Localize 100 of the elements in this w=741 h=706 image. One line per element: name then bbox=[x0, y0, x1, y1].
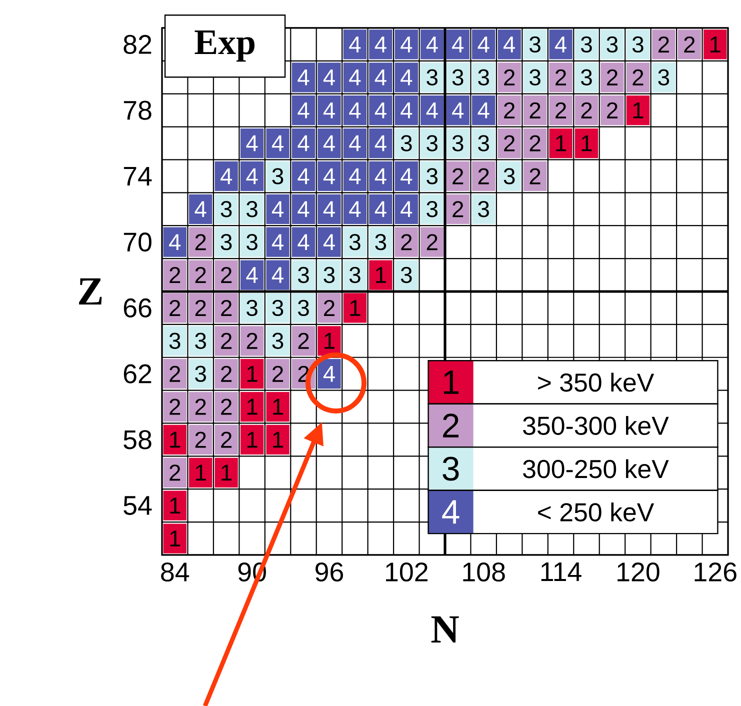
data-label: 4 bbox=[323, 70, 335, 86]
annotation: 4 bbox=[442, 500, 460, 524]
y-tick-label: 74 bbox=[124, 166, 152, 186]
data-label: 2 bbox=[170, 267, 180, 284]
data-label: 3 bbox=[169, 332, 180, 349]
data-label: 2 bbox=[221, 267, 232, 284]
data-label: 4 bbox=[374, 168, 386, 184]
data-label: 3 bbox=[400, 266, 412, 284]
data-label: 2 bbox=[632, 69, 644, 86]
data-label: 1 bbox=[710, 36, 720, 52]
x-tick-label: 108 bbox=[463, 562, 505, 582]
data-label: 4 bbox=[400, 201, 412, 218]
data-label: 3 bbox=[452, 135, 464, 152]
data-label: 2 bbox=[324, 300, 334, 316]
data-label: 4 bbox=[298, 201, 310, 218]
data-label: 1 bbox=[247, 398, 258, 415]
data-label: 2 bbox=[170, 300, 180, 316]
data-label: 3 bbox=[426, 135, 438, 152]
data-label: 3 bbox=[658, 69, 670, 86]
data-label: 2 bbox=[530, 135, 540, 152]
data-label: 1 bbox=[376, 267, 386, 283]
data-label: 3 bbox=[606, 36, 618, 53]
data-label: 3 bbox=[246, 201, 258, 218]
data-label: 4 bbox=[272, 267, 284, 283]
data-label: 4 bbox=[298, 234, 310, 250]
data-label: 4 bbox=[452, 102, 464, 118]
y-axis-title: Z bbox=[79, 278, 102, 305]
data-label: 2 bbox=[452, 168, 464, 184]
data-label: 2 bbox=[684, 36, 695, 52]
data-label: 3 bbox=[324, 266, 335, 284]
data-label: 3 bbox=[478, 201, 489, 218]
data-label: 4 bbox=[426, 102, 438, 118]
data-label: 3 bbox=[632, 36, 644, 53]
data-label: 4 bbox=[323, 102, 335, 118]
data-label: 4 bbox=[349, 36, 361, 52]
data-label: 4 bbox=[298, 70, 310, 86]
data-label: 2 bbox=[530, 168, 540, 184]
data-label: 2 bbox=[607, 69, 618, 86]
data-label: 4 bbox=[374, 201, 386, 218]
annotation: > 350 keV bbox=[538, 372, 654, 392]
data-label: 2 bbox=[221, 398, 232, 415]
annotation: Exp bbox=[194, 30, 254, 62]
data-label: 4 bbox=[400, 70, 412, 86]
data-label: 4 bbox=[220, 168, 232, 184]
data-label: 4 bbox=[323, 234, 335, 250]
data-label: 2 bbox=[195, 234, 206, 250]
data-label: 3 bbox=[452, 69, 464, 86]
data-label: 2 bbox=[581, 102, 592, 118]
data-label: 2 bbox=[658, 36, 669, 52]
data-label: 3 bbox=[195, 366, 206, 382]
data-label: 3 bbox=[426, 201, 438, 218]
data-label: 1 bbox=[170, 498, 180, 514]
data-label: 2 bbox=[221, 432, 232, 448]
data-label: 4 bbox=[246, 135, 258, 152]
x-tick-label: 84 bbox=[161, 562, 190, 582]
data-label: 4 bbox=[194, 201, 206, 218]
data-label: 2 bbox=[556, 102, 566, 118]
data-label: 2 bbox=[195, 398, 206, 415]
data-label: 3 bbox=[375, 234, 386, 250]
data-label: 2 bbox=[607, 102, 618, 118]
data-label: 3 bbox=[246, 300, 258, 316]
data-label: 4 bbox=[349, 168, 361, 184]
data-label: 4 bbox=[323, 201, 335, 218]
data-label: 4 bbox=[374, 135, 386, 152]
data-label: 1 bbox=[350, 300, 360, 316]
data-label: 4 bbox=[349, 102, 361, 118]
data-label: 2 bbox=[195, 267, 206, 284]
data-label: 2 bbox=[195, 300, 206, 316]
x-tick-label: 114 bbox=[541, 562, 582, 582]
data-label: 4 bbox=[478, 102, 490, 118]
data-label: 1 bbox=[582, 135, 592, 152]
data-label: 3 bbox=[298, 300, 309, 316]
data-label: 4 bbox=[246, 267, 258, 283]
data-label: 4 bbox=[298, 102, 310, 118]
data-label: 1 bbox=[170, 432, 180, 448]
data-label: 3 bbox=[478, 69, 489, 86]
y-tick-label: 54 bbox=[124, 496, 152, 515]
annotation: 300-250 keV bbox=[523, 459, 669, 478]
data-label: 1 bbox=[222, 464, 232, 481]
y-tick-label: 66 bbox=[124, 298, 152, 318]
data-label: 4 bbox=[323, 135, 335, 152]
y-tick-label: 58 bbox=[124, 430, 152, 450]
data-label: 3 bbox=[426, 168, 438, 184]
annotation: < 250 keV bbox=[538, 502, 654, 522]
data-label: 3 bbox=[581, 36, 592, 53]
data-label: 1 bbox=[324, 333, 334, 349]
data-label: 3 bbox=[349, 234, 360, 250]
data-label: 2 bbox=[272, 366, 283, 382]
data-label: 2 bbox=[221, 366, 232, 382]
data-label: 4 bbox=[349, 135, 361, 152]
y-tick-label: 78 bbox=[124, 100, 152, 120]
data-label: 2 bbox=[195, 432, 206, 448]
data-label: 4 bbox=[349, 201, 361, 218]
data-label: 4 bbox=[246, 168, 258, 184]
data-label: 3 bbox=[195, 332, 206, 349]
data-label: 2 bbox=[426, 234, 438, 250]
data-label: 2 bbox=[170, 398, 180, 415]
data-label: 2 bbox=[530, 102, 540, 118]
data-label: 4 bbox=[503, 36, 516, 52]
y-tick-label: 82 bbox=[124, 34, 152, 54]
